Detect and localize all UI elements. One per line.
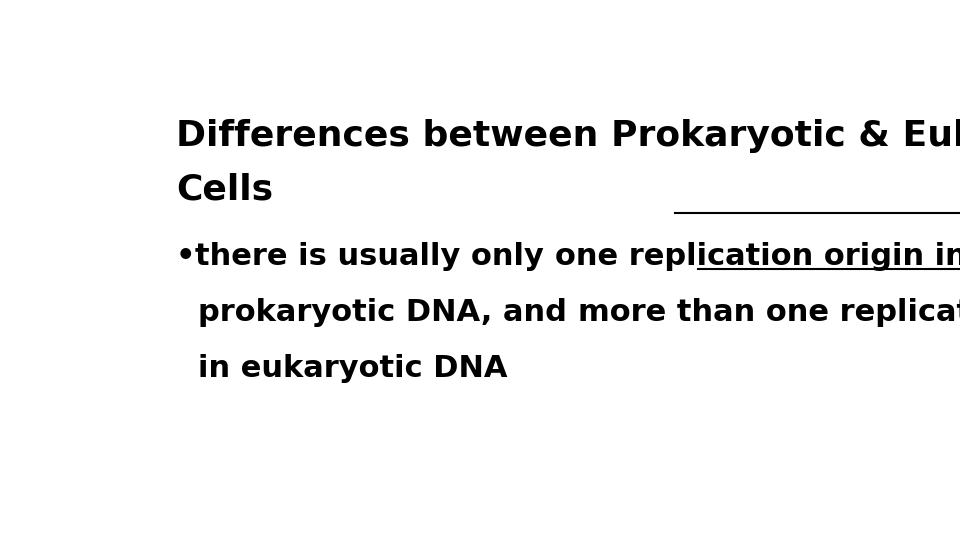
Text: one replication origin: one replication origin xyxy=(555,241,924,271)
Text: Differences between Prokaryotic & Eukaryotic: Differences between Prokaryotic & Eukary… xyxy=(176,119,960,153)
Text: more than one replication origin: more than one replication origin xyxy=(578,298,960,327)
Text: Cells: Cells xyxy=(176,173,273,207)
Text: in: in xyxy=(924,241,960,271)
Text: there is usually only: there is usually only xyxy=(195,241,555,271)
Text: •: • xyxy=(176,241,195,271)
Text: prokaryotic DNA, and: prokaryotic DNA, and xyxy=(198,298,578,327)
Text: in eukaryotic DNA: in eukaryotic DNA xyxy=(198,354,508,383)
